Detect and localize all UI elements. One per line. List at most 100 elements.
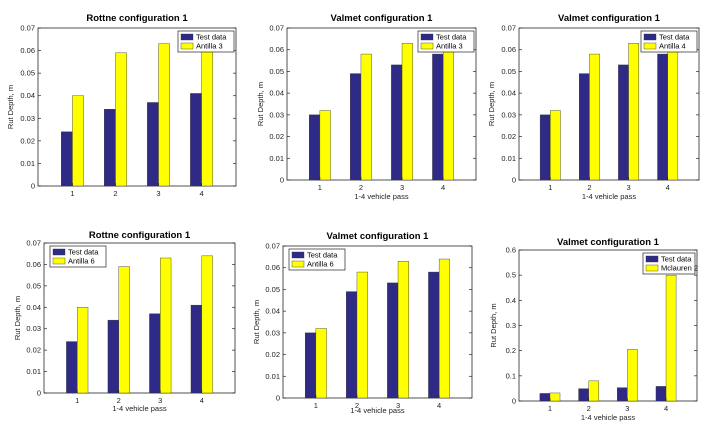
bar-model-pass-1 — [319, 110, 331, 181]
x-tick-label: 2 — [587, 404, 591, 413]
y-tick-label: 0.03 — [26, 324, 41, 333]
panel-valmet-antilla4: 0 0.01 0.02 0.03 0.04 0.05 0.06 0.07 1 2 3 4 Valmet … — [487, 13, 700, 201]
y-tick-label: 0 — [512, 176, 516, 185]
y-tick-label: 0.4 — [506, 296, 516, 305]
x-axis-label: 1-4 vehicle pass — [581, 413, 635, 422]
bar-model-pass-4 — [442, 40, 455, 181]
legend-swatch-test-data — [291, 251, 305, 259]
legend-swatch-model — [643, 42, 657, 50]
y-tick-label: 0.2 — [506, 346, 516, 355]
legend-swatch-test-data — [645, 255, 659, 263]
legend-label-test-data: Test data — [659, 33, 690, 42]
chart-title: Valmet configuration 1 — [331, 13, 434, 24]
legend-label-test-data: Test data — [436, 33, 467, 42]
y-tick-label: 0.04 — [269, 89, 284, 98]
x-tick-label: 3 — [400, 183, 404, 192]
panel-rottne-antilla3: 0 0.01 0.02 0.03 0.04 0.05 0.06 0.07 1 2 3 4 Rottne … — [6, 13, 237, 198]
x-tick-label: 1 — [70, 189, 74, 198]
y-tick-label: 0.01 — [269, 154, 284, 163]
bar-test-data-pass-3 — [387, 282, 399, 399]
y-tick-label: 0.01 — [501, 154, 516, 163]
bar-test-data-pass-1 — [304, 332, 317, 399]
bar-test-data-pass-1 — [66, 341, 78, 394]
bar-model-pass-4 — [438, 258, 451, 399]
legend-swatch-test-data — [643, 33, 657, 41]
y-tick-label: 0.06 — [265, 263, 280, 272]
x-tick-label: 1 — [314, 401, 318, 410]
bar-test-data-pass-4 — [190, 304, 202, 394]
bar-model-pass-3 — [160, 257, 172, 394]
x-axis-label: 1-4 vehicle pass — [350, 406, 404, 415]
y-tick-label: 0.04 — [26, 303, 41, 312]
y-tick-label: 0.1 — [506, 371, 516, 380]
y-axis-label: Rut Depth, m — [489, 303, 498, 347]
legend-swatch-model — [180, 42, 194, 50]
legend-label-test-data: Test data — [661, 255, 692, 264]
x-axis-label: 1-4 vehicle pass — [582, 192, 636, 201]
y-tick-label: 0 — [37, 389, 41, 398]
legend-swatch-test-data — [52, 248, 66, 256]
chart-title: Valmet configuration 1 — [327, 231, 430, 242]
chart-title: Valmet configuration 1 — [557, 237, 660, 248]
x-tick-label: 2 — [359, 183, 363, 192]
x-tick-label: 4 — [664, 404, 668, 413]
bar-test-data-pass-4 — [657, 53, 668, 181]
y-tick-label: 0 — [31, 182, 35, 191]
legend-label-model: Antilla 6 — [68, 257, 95, 266]
bar-test-data-pass-3 — [617, 387, 628, 402]
panel-valmet-antilla6: 0 0.01 0.02 0.03 0.04 0.05 0.06 0.07 1 2 3 4 Valmet … — [252, 231, 473, 415]
bar-test-data-pass-4 — [428, 271, 440, 399]
y-tick-label: 0.04 — [265, 307, 280, 316]
legend-label-model: Mclauren 2 — [661, 264, 698, 273]
legend-label-test-data: Test data — [196, 33, 227, 42]
legend-label-test-data: Test data — [307, 251, 338, 260]
bar-model-pass-4 — [667, 40, 679, 181]
y-tick-label: 0.06 — [20, 46, 35, 55]
y-tick-label: 0.07 — [269, 24, 284, 33]
y-tick-label: 0 — [512, 397, 516, 406]
legend-label-model: Antilla 6 — [307, 260, 334, 269]
y-tick-label: 0.01 — [265, 372, 280, 381]
bar-model-pass-1 — [77, 307, 89, 394]
y-axis-label: Rut Depth, m — [487, 82, 496, 126]
y-tick-label: 0.6 — [506, 246, 516, 255]
x-tick-label: 4 — [199, 189, 203, 198]
x-tick-label: 4 — [441, 183, 445, 192]
y-tick-label: 0.06 — [501, 45, 516, 54]
y-tick-label: 0.01 — [26, 367, 41, 376]
bar-model-pass-2 — [360, 53, 372, 181]
bar-test-data-pass-1 — [539, 114, 551, 181]
x-tick-label: 4 — [437, 401, 441, 410]
legend-swatch-test-data — [420, 33, 434, 41]
bar-model-pass-3 — [401, 43, 413, 181]
legend-swatch-model — [291, 260, 305, 268]
legend-swatch-model — [52, 257, 66, 265]
bar-test-data-pass-1 — [61, 131, 73, 187]
x-tick-label: 2 — [113, 189, 117, 198]
bar-model-pass-2 — [118, 266, 130, 394]
bar-model-pass-2 — [589, 53, 600, 181]
x-tick-label: 3 — [625, 404, 629, 413]
bar-model-pass-1 — [72, 95, 84, 187]
y-tick-label: 0.07 — [501, 24, 516, 33]
bar-model-pass-3 — [397, 261, 409, 399]
y-tick-label: 0.07 — [26, 239, 41, 248]
y-tick-label: 0.02 — [20, 136, 35, 145]
x-tick-label: 1 — [75, 396, 79, 405]
legend-label-model: Antilla 3 — [436, 42, 463, 51]
y-tick-label: 0.03 — [501, 110, 516, 119]
bar-model-pass-4 — [201, 255, 213, 394]
y-tick-label: 0.02 — [269, 132, 284, 141]
x-tick-label: 2 — [117, 396, 121, 405]
y-tick-label: 0 — [280, 176, 284, 185]
bar-test-data-pass-2 — [579, 73, 590, 181]
y-tick-label: 0.05 — [20, 69, 35, 78]
bar-test-data-pass-2 — [104, 109, 116, 187]
y-tick-label: 0.03 — [265, 328, 280, 337]
